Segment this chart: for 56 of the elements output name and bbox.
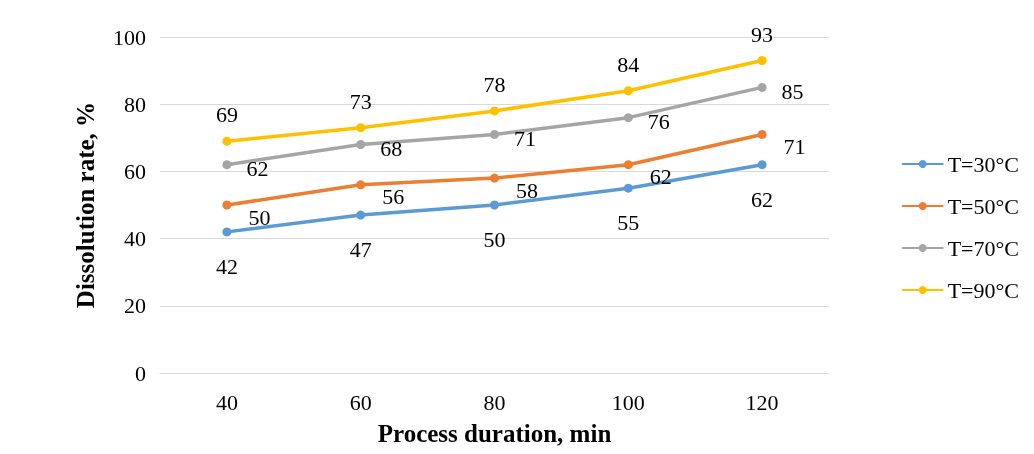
point [490,200,499,210]
data-label: 58 [516,177,538,203]
data-label: 71 [514,125,536,151]
legend-label: T=50°C [947,193,1020,219]
x-axis-title: Process duration, min [377,420,612,447]
point [356,180,366,190]
data-label: 71 [783,133,806,159]
point [490,129,499,139]
y-tick-label: 20 [124,293,146,319]
point [222,136,232,146]
point [222,160,232,170]
y-tick-label: 80 [124,91,146,117]
data-label: 68 [380,136,403,162]
point [623,113,633,123]
point [757,82,767,92]
data-label: 62 [246,156,269,182]
data-label: 78 [483,71,506,97]
x-tick-label: 40 [215,389,238,415]
point [757,160,767,170]
x-tick-label: 60 [349,389,372,415]
legend-label: T=90°C [947,277,1020,303]
y-tick-label: 40 [124,226,146,252]
legend-label: T=70°C [947,235,1020,261]
x-tick-label: 80 [483,389,506,415]
point [623,86,633,96]
legend-label: T=30°C [947,151,1020,177]
data-label: 42 [215,253,238,279]
data-label: 47 [349,237,372,263]
data-label: 76 [647,109,670,135]
y-tick-label: 60 [124,158,146,184]
point [356,123,366,133]
data-label: 85 [781,78,804,104]
point [356,210,366,220]
y-tick-label: 100 [113,24,146,50]
y-tick-label: 0 [135,360,146,386]
point [623,183,633,193]
data-label: 69 [215,102,238,128]
data-label: 50 [483,227,506,252]
point [356,140,366,150]
x-tick-label: 100 [611,389,645,415]
x-tick-label: 120 [745,389,779,415]
point [757,129,767,139]
data-label: 55 [617,210,640,236]
point [490,173,499,183]
data-label: 56 [382,184,405,210]
point [623,160,633,170]
data-label: 93 [751,21,774,47]
point [222,200,232,210]
data-label: 84 [617,51,640,77]
data-label: 50 [248,204,271,230]
data-label: 73 [349,88,372,114]
point [222,227,232,237]
point [757,56,767,66]
data-label: 62 [751,186,774,212]
y-axis-title: Dissolution rate, % [72,101,99,309]
point [490,106,499,116]
